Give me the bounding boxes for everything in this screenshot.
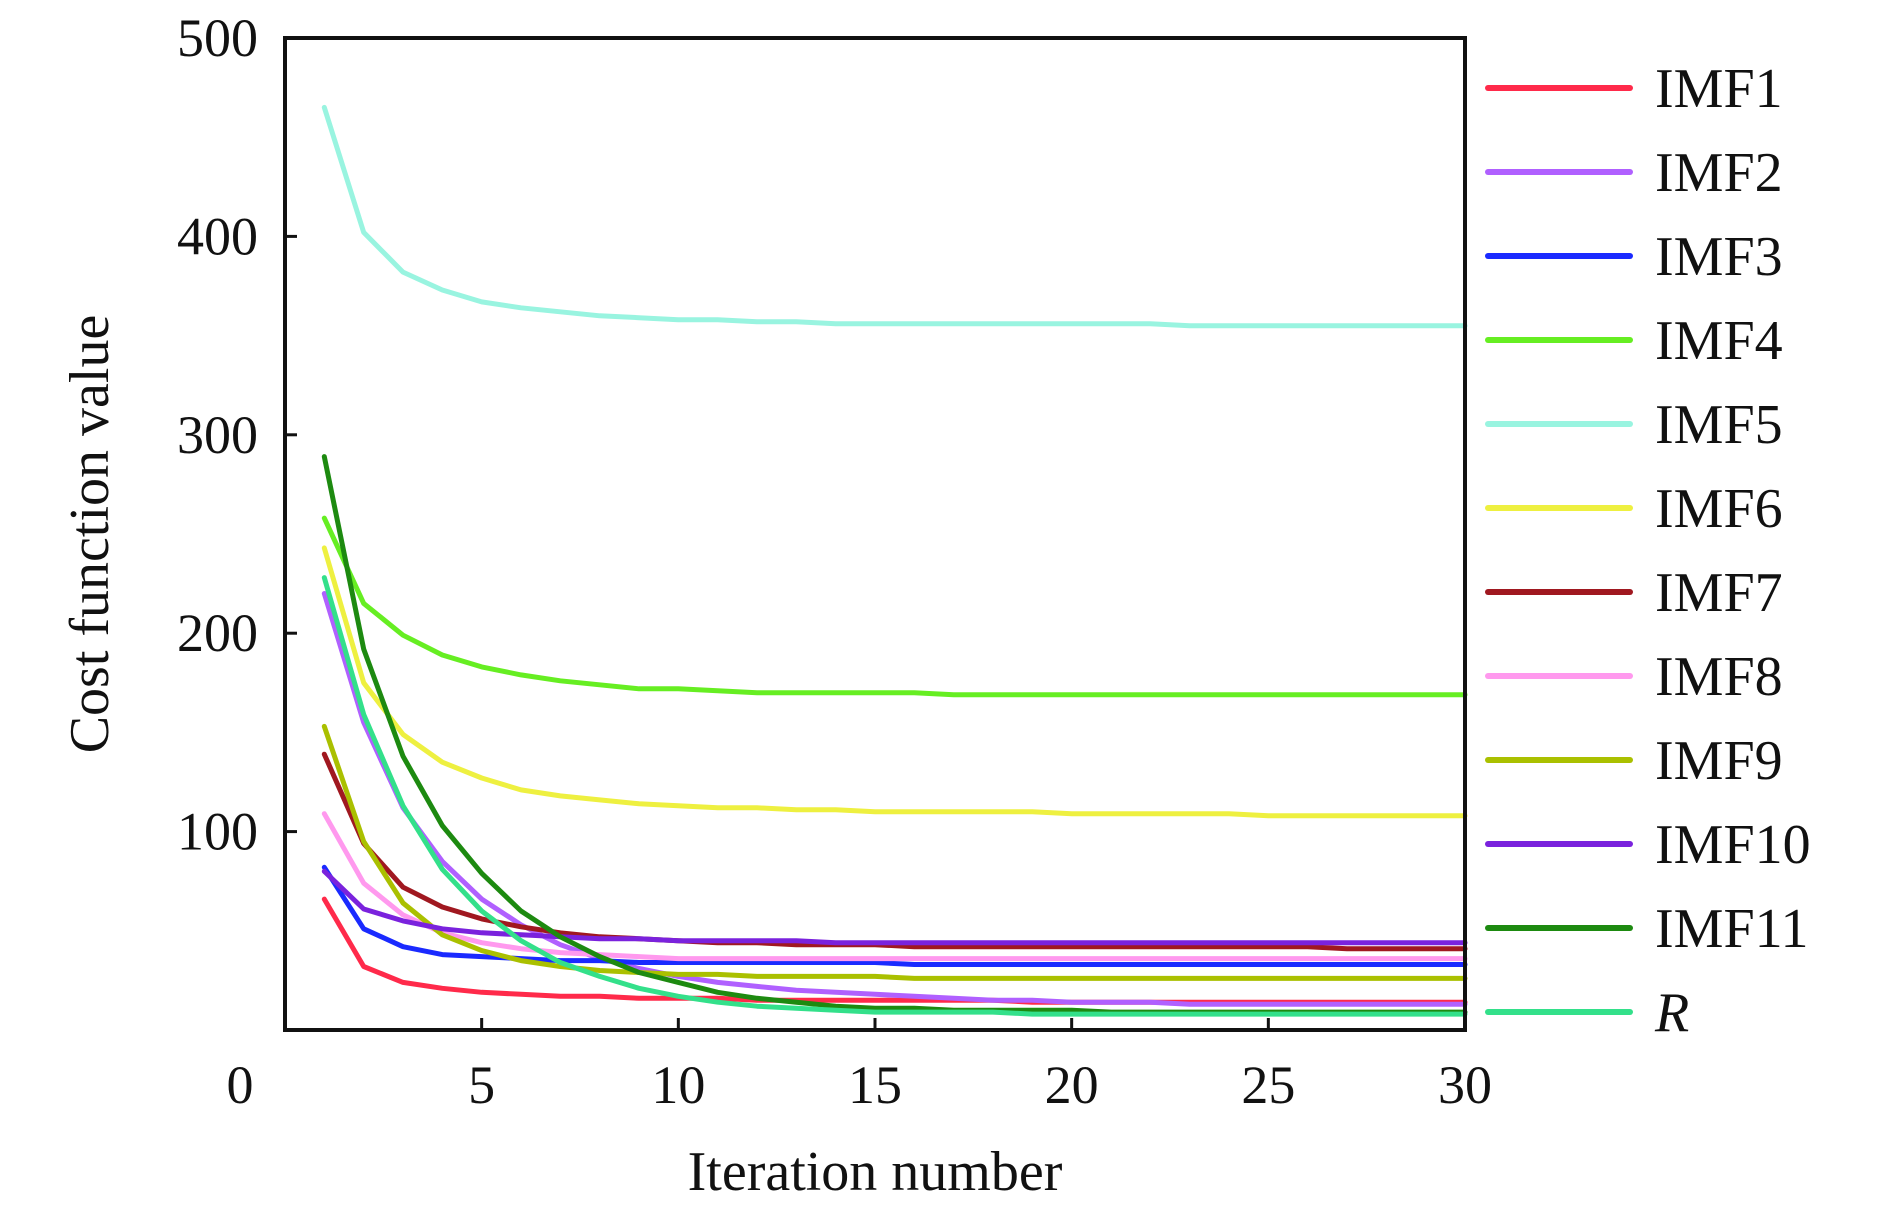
y-tick-label: 400 [177,206,258,266]
legend-label: IMF1 [1655,58,1783,120]
series-line-r [321,575,1468,1017]
x-tick-label: 15 [848,1055,902,1115]
legend-label: IMF2 [1655,142,1783,204]
legend-label: IMF5 [1655,394,1783,456]
series-line-imf9 [321,723,1468,981]
series-line-imf8 [321,811,1468,962]
y-axis: 100 200 300 400 500 [177,8,297,862]
legend-label: R [1654,982,1689,1044]
x-tick-label: 30 [1438,1055,1492,1115]
series-layer [321,104,1468,1017]
y-tick-label: 200 [177,603,258,663]
series-line-imf11 [321,454,1468,1015]
legend-label: IMF11 [1655,898,1809,960]
legend-label: IMF7 [1655,562,1783,624]
x-tick-label: 25 [1241,1055,1295,1115]
series-line-imf7 [321,751,1468,952]
x-axis: 0 5 10 15 20 25 30 [227,1018,1492,1115]
series-line-imf6 [321,545,1468,819]
y-tick-label: 300 [177,405,258,465]
y-tick-label: 100 [177,802,258,862]
series-line-imf2 [321,591,1468,1007]
series-line-imf3 [321,864,1468,967]
legend-label: IMF8 [1655,646,1783,708]
legend-label: IMF9 [1655,730,1783,792]
series-line-imf5 [321,104,1468,329]
legend-label: IMF4 [1655,310,1783,372]
series-line-imf4 [321,515,1468,698]
legend-label: IMF3 [1655,226,1783,288]
legend-label: IMF6 [1655,478,1783,540]
x-tick-label: 10 [651,1055,705,1115]
x-tick-label: 0 [227,1055,254,1115]
y-axis-title: Cost function value [59,315,121,754]
legend: IMF1 IMF2 IMF3 IMF4 IMF5 IMF6 IMF7 IMF8 IMF9 IMF1… [1485,58,1811,1044]
series-line-imf1 [321,896,1468,1005]
legend-label: IMF10 [1655,814,1811,876]
x-axis-title: Iteration number [688,1141,1063,1203]
x-tick-label: 20 [1045,1055,1099,1115]
y-tick-label: 500 [177,8,258,68]
x-tick-label: 5 [468,1055,495,1115]
